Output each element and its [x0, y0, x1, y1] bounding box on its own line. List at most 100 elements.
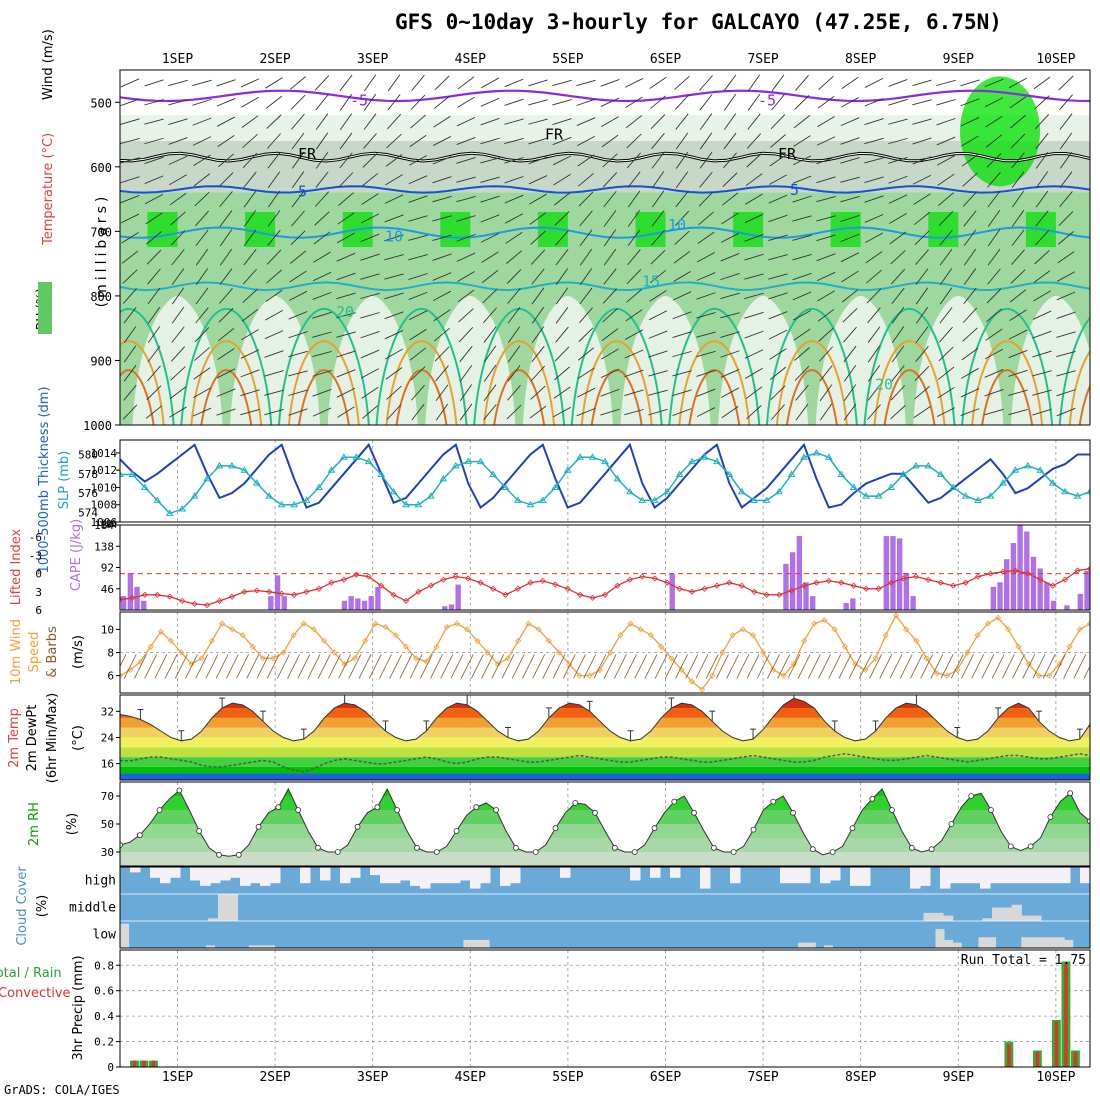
- wind-barb: [675, 132, 689, 150]
- wind-barb: [219, 191, 233, 208]
- temp-ylabel-2: 2m DewPt: [25, 705, 40, 772]
- cloud-gap: [260, 867, 271, 886]
- wind-barb: [961, 154, 979, 167]
- wind-ylabel-1-text: 10m Wind: [9, 619, 24, 685]
- wind-barb: [915, 249, 929, 266]
- wind-barb: [457, 289, 475, 303]
- wind-barb: [154, 654, 168, 679]
- rh-patch: [147, 212, 178, 247]
- wind-barb: [194, 191, 210, 207]
- wind-barb: [1032, 654, 1046, 679]
- lifted-index-marker: [514, 585, 522, 592]
- wind-barb: [807, 654, 821, 679]
- ytick-label: -3: [29, 549, 42, 562]
- wind-barb: [912, 79, 932, 87]
- wind-barb: [649, 76, 667, 89]
- wind-speed-marker: [545, 637, 552, 644]
- wind-barb: [963, 210, 977, 227]
- ytick-label: 0.8: [94, 959, 114, 972]
- lifted-index-marker: [1074, 567, 1081, 574]
- wind-barb: [338, 192, 354, 206]
- wind-barb: [430, 654, 443, 679]
- precip-conv-bar: [132, 1060, 137, 1067]
- lifted-index-marker: [838, 579, 845, 586]
- wind-barb: [360, 349, 380, 359]
- wind-barb: [828, 654, 842, 679]
- wind-barb: [336, 350, 356, 358]
- wind-barb: [1059, 191, 1073, 208]
- cape-bar: [141, 600, 147, 610]
- wind-barb: [601, 348, 619, 360]
- temp-plot: [120, 695, 1090, 780]
- wind-barb: [1011, 190, 1025, 208]
- contour-25: [580, 340, 653, 425]
- wind-barb: [867, 364, 881, 382]
- wind-barb: [889, 212, 907, 224]
- wind-barb: [147, 345, 161, 363]
- rh2m-marker: [275, 804, 282, 811]
- wind-barb: [481, 251, 499, 263]
- wind-barb: [170, 230, 186, 246]
- cloud-fill: [1038, 937, 1048, 948]
- wind-barb: [291, 151, 305, 169]
- cloud-fill: [1021, 915, 1032, 921]
- wind-speed-marker: [147, 643, 154, 650]
- wind-barb: [481, 77, 499, 89]
- wind-barb: [889, 654, 903, 679]
- wind-barb: [696, 312, 716, 319]
- wind-barb: [816, 136, 836, 146]
- wind-barb: [1059, 132, 1073, 150]
- precip-frame: [119, 949, 1091, 1068]
- wind-barb: [651, 190, 665, 208]
- wind-barb: [747, 93, 761, 111]
- wind-ylabel-3: & Barbs: [45, 626, 60, 678]
- wind-barb: [456, 233, 476, 242]
- ytick-label: 10: [101, 623, 114, 636]
- wind-barb: [720, 232, 740, 243]
- wind-barb: [696, 388, 716, 397]
- wind-speed-marker: [321, 637, 328, 644]
- wind-barb: [1011, 171, 1025, 189]
- wind-barb: [624, 409, 644, 416]
- wind-barb: [864, 118, 884, 126]
- lifted-index-marker: [154, 591, 161, 598]
- cloud-level-label: high: [85, 874, 116, 889]
- wind-barb: [816, 234, 836, 242]
- wind-barb: [168, 155, 188, 165]
- wind-barb: [675, 113, 689, 130]
- wind-barb: [440, 654, 454, 679]
- wind-speed-marker: [964, 649, 971, 656]
- wind-speed-marker: [120, 672, 124, 679]
- wind-barb: [219, 229, 233, 247]
- wind-barb: [267, 210, 281, 227]
- wind-barb: [794, 365, 810, 381]
- legend-total-rain: Total / Rain: [0, 966, 62, 981]
- rh2m-marker: [156, 807, 163, 813]
- cape-bar: [789, 552, 796, 610]
- wind-barb: [672, 331, 692, 338]
- slp-marker: [849, 483, 858, 490]
- wind-barb: [554, 346, 570, 362]
- wind-barb: [363, 93, 377, 111]
- wind-barb: [649, 290, 667, 302]
- wind-barb: [578, 327, 594, 342]
- date-tick-top: 6SEP: [650, 52, 681, 67]
- wind-speed-marker: [310, 626, 318, 633]
- contour-label: FR: [545, 126, 564, 144]
- cloud-gap: [470, 867, 481, 889]
- rh-legend-swatch: [38, 282, 52, 334]
- wind-barb: [1059, 151, 1073, 169]
- wind-speed-marker: [555, 649, 563, 656]
- wind-speed-marker: [1046, 672, 1053, 679]
- wind-barb: [1057, 251, 1075, 264]
- rh2m-marker: [334, 849, 341, 855]
- cloud-fill: [471, 939, 482, 948]
- wind-barb: [122, 269, 138, 284]
- wind-barb: [960, 79, 980, 87]
- wind-barb: [625, 309, 643, 322]
- wind-barb: [602, 172, 618, 188]
- wind-barb: [456, 252, 476, 262]
- wind-barb: [288, 290, 308, 301]
- wind-barb: [962, 172, 978, 187]
- wind-barb: [576, 79, 596, 87]
